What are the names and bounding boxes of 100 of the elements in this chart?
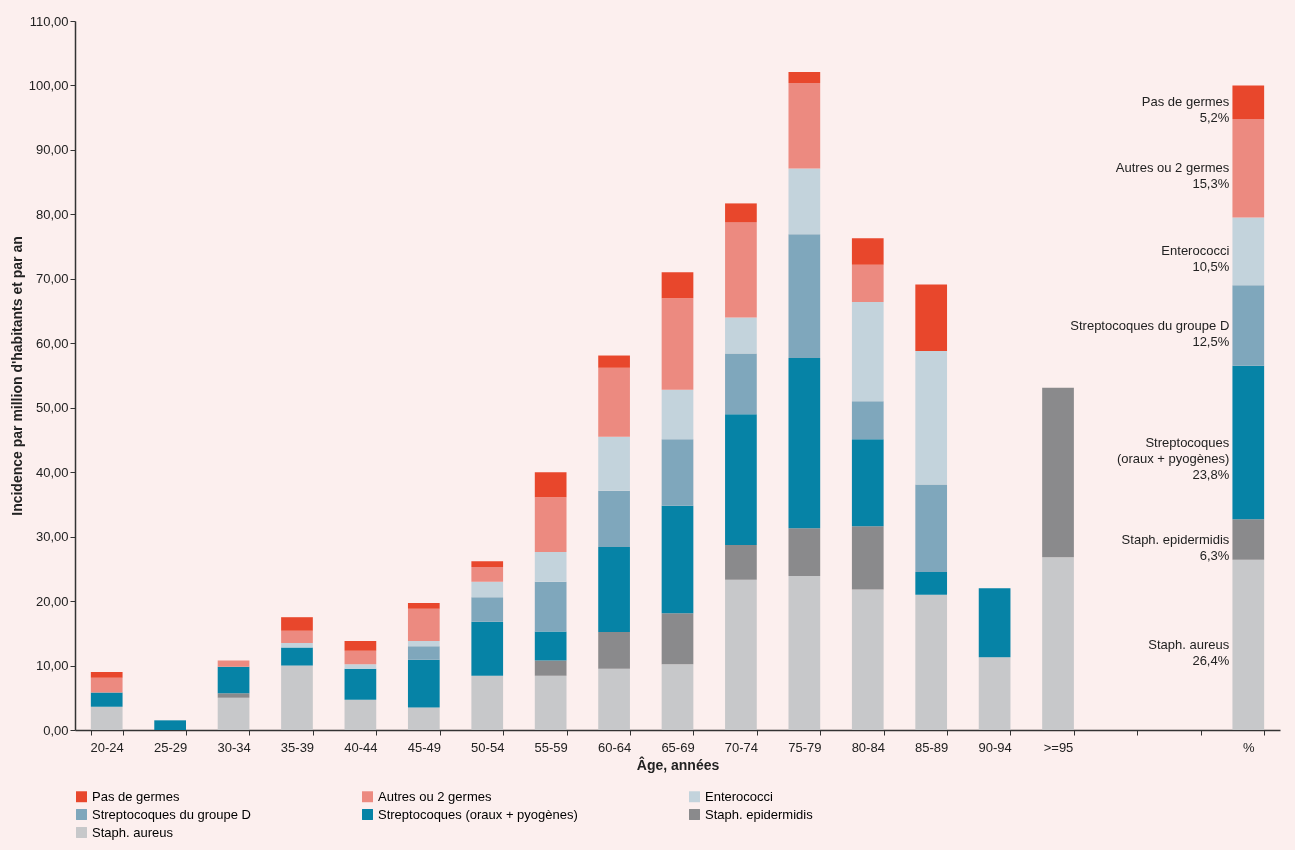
bar xyxy=(281,665,313,730)
x-tick-label: 65-69 xyxy=(661,739,695,755)
bar xyxy=(90,677,123,693)
bar xyxy=(1232,559,1265,730)
bar xyxy=(407,608,440,642)
bar xyxy=(154,720,186,730)
bar xyxy=(788,82,821,169)
annotation: Streptocoques (oraux + pyogènes) 23,8% xyxy=(1116,434,1230,482)
bar xyxy=(407,646,440,660)
annotation: Streptocoques du groupe D 12,5% xyxy=(1070,317,1230,349)
bar xyxy=(661,439,694,506)
annotation: Autres ou 2 germes 15,3% xyxy=(1115,160,1230,192)
bar xyxy=(915,594,948,730)
bar xyxy=(90,671,123,678)
bar xyxy=(217,660,250,667)
bar xyxy=(344,699,377,730)
bar xyxy=(978,657,1011,730)
bar xyxy=(534,497,567,553)
legend-label: Enterococci xyxy=(705,788,774,804)
bar xyxy=(788,528,821,576)
bar xyxy=(725,317,757,354)
bar xyxy=(1232,217,1265,286)
bar xyxy=(217,697,250,730)
x-axis-title: Âge, années xyxy=(636,755,720,773)
bar xyxy=(915,284,948,352)
bar xyxy=(534,660,567,676)
y-tick-label: 0,00 xyxy=(43,722,69,738)
bar xyxy=(851,238,884,265)
bar xyxy=(281,642,313,648)
annotation: Enterococci 10,5% xyxy=(1161,243,1230,275)
y-tick-label: 110,00 xyxy=(29,13,69,29)
y-tick-label: 60,00 xyxy=(35,335,69,351)
bar xyxy=(661,389,694,440)
bar xyxy=(598,436,630,491)
x-tick-label: 50-54 xyxy=(471,739,505,755)
x-tick-label: 25-29 xyxy=(154,739,188,755)
bar xyxy=(217,666,250,694)
legend-label: Streptocoques du groupe D xyxy=(92,806,251,822)
bar xyxy=(534,472,567,498)
bar xyxy=(661,272,694,299)
annotation: Staph. epidermidis 6,3% xyxy=(1121,531,1230,563)
y-tick-label: 30,00 xyxy=(35,529,69,545)
legend-label: Streptocoques (oraux + pyogènes) xyxy=(378,806,578,822)
bar xyxy=(534,631,567,661)
bar xyxy=(1232,519,1265,560)
y-tick-label: 50,00 xyxy=(35,400,69,416)
legend-label: Autres ou 2 germes xyxy=(378,788,492,804)
y-tick-label: 70,00 xyxy=(35,271,69,287)
x-tick-label: 40-44 xyxy=(344,739,378,755)
bar xyxy=(471,561,504,567)
bar xyxy=(534,552,567,582)
bar xyxy=(90,706,123,730)
bar xyxy=(851,439,884,527)
x-tick-label: 60-64 xyxy=(597,739,632,755)
x-tick-label: 55-59 xyxy=(534,739,568,755)
bar xyxy=(661,505,694,614)
bar xyxy=(598,546,630,633)
bar xyxy=(725,545,757,580)
bar xyxy=(788,168,821,235)
annotation: Staph. aureus 26,4% xyxy=(1148,636,1230,668)
bar xyxy=(788,234,821,359)
bar xyxy=(661,613,694,665)
y-tick-label: 20,00 xyxy=(35,593,69,609)
bar xyxy=(1042,557,1074,730)
bar xyxy=(407,707,440,730)
bar xyxy=(851,589,884,730)
x-tick-label: 35-39 xyxy=(280,739,315,755)
bar xyxy=(851,526,884,590)
y-tick-label: 40,00 xyxy=(35,464,69,480)
bar xyxy=(407,641,440,647)
x-tick-label: 45-49 xyxy=(407,739,441,755)
bar xyxy=(344,641,377,651)
bar xyxy=(407,603,440,609)
bar xyxy=(344,668,377,700)
bar xyxy=(915,351,948,485)
bar xyxy=(281,647,313,666)
bar xyxy=(788,358,821,529)
bar xyxy=(598,668,630,730)
x-tick-label: % xyxy=(1243,739,1256,755)
bar xyxy=(788,575,821,730)
x-tick-label: 85-89 xyxy=(915,739,949,755)
bar xyxy=(534,675,567,730)
y-tick-label: 10,00 xyxy=(35,658,69,674)
legend-label: Staph. aureus xyxy=(92,824,174,840)
y-tick-label: 90,00 xyxy=(35,142,69,158)
bar xyxy=(598,367,630,437)
bar xyxy=(788,71,821,83)
x-tick-label: 90-94 xyxy=(978,739,1012,755)
annotation: Pas de germes 5,2% xyxy=(1141,94,1230,126)
bar xyxy=(598,490,630,547)
legend-label: Staph. epidermidis xyxy=(705,806,814,822)
bar xyxy=(725,222,757,318)
legend-label: Pas de germes xyxy=(92,788,180,804)
bar xyxy=(534,581,567,632)
bar xyxy=(471,621,504,676)
x-tick-label: 75-79 xyxy=(788,739,822,755)
bar xyxy=(915,572,948,595)
y-tick-label: 80,00 xyxy=(35,206,69,222)
bar xyxy=(281,630,313,643)
y-axis-title: Incidence par million d'habitants et par an xyxy=(8,236,25,516)
